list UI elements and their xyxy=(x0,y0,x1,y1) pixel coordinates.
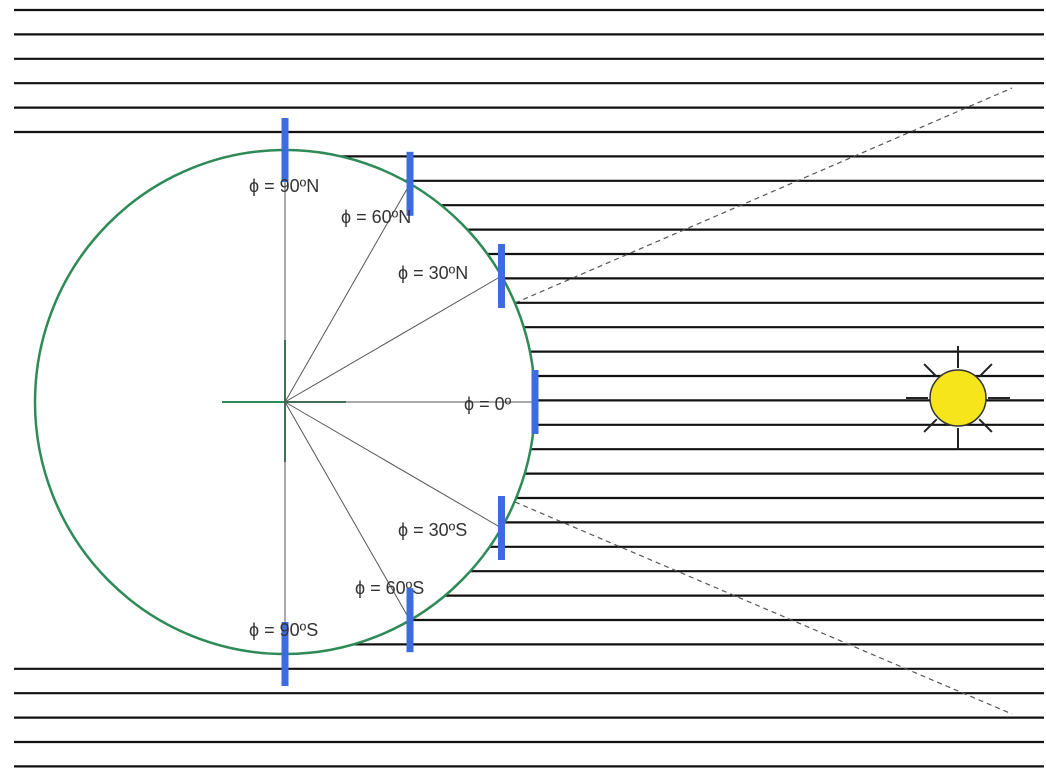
blue-marker xyxy=(281,622,289,686)
label-30s: ϕ = 30ºS xyxy=(398,520,467,540)
latitude-radius xyxy=(284,183,411,403)
blue-marker xyxy=(406,151,414,216)
sun-ray-spoke xyxy=(978,363,993,378)
latitude-radius xyxy=(284,275,502,403)
latitude-radii xyxy=(284,150,535,654)
sun-icon xyxy=(906,346,1010,450)
sun-ray-spoke xyxy=(978,418,993,433)
latitude-radius xyxy=(284,401,502,529)
blue-marker xyxy=(498,244,505,308)
sunlight-rays xyxy=(14,8,1044,768)
blue-marker xyxy=(531,370,539,434)
label-60n: ϕ = 60ºN xyxy=(341,207,411,227)
latitude-labels: ϕ = 90ºN ϕ = 60ºN ϕ = 30ºN ϕ = 0º ϕ = 30… xyxy=(249,176,512,640)
sun-rays xyxy=(906,346,1010,450)
sun-disc xyxy=(929,369,987,427)
latitude-radius xyxy=(284,401,411,621)
label-90n: ϕ = 90ºN xyxy=(249,176,319,196)
label-60s: ϕ = 60ºS xyxy=(355,578,424,598)
surface-markers xyxy=(281,118,539,686)
blue-marker xyxy=(498,496,505,560)
label-0: ϕ = 0º xyxy=(464,394,512,414)
label-30n: ϕ = 30ºN xyxy=(398,263,468,283)
sun-ray-spoke xyxy=(923,363,938,378)
label-90s: ϕ = 90ºS xyxy=(249,620,318,640)
blue-marker xyxy=(281,118,289,182)
dashed-line-lower xyxy=(514,501,1013,715)
blue-marker xyxy=(406,588,414,653)
sun-ray-spoke xyxy=(923,418,938,433)
dashed-line-upper xyxy=(514,87,1013,304)
